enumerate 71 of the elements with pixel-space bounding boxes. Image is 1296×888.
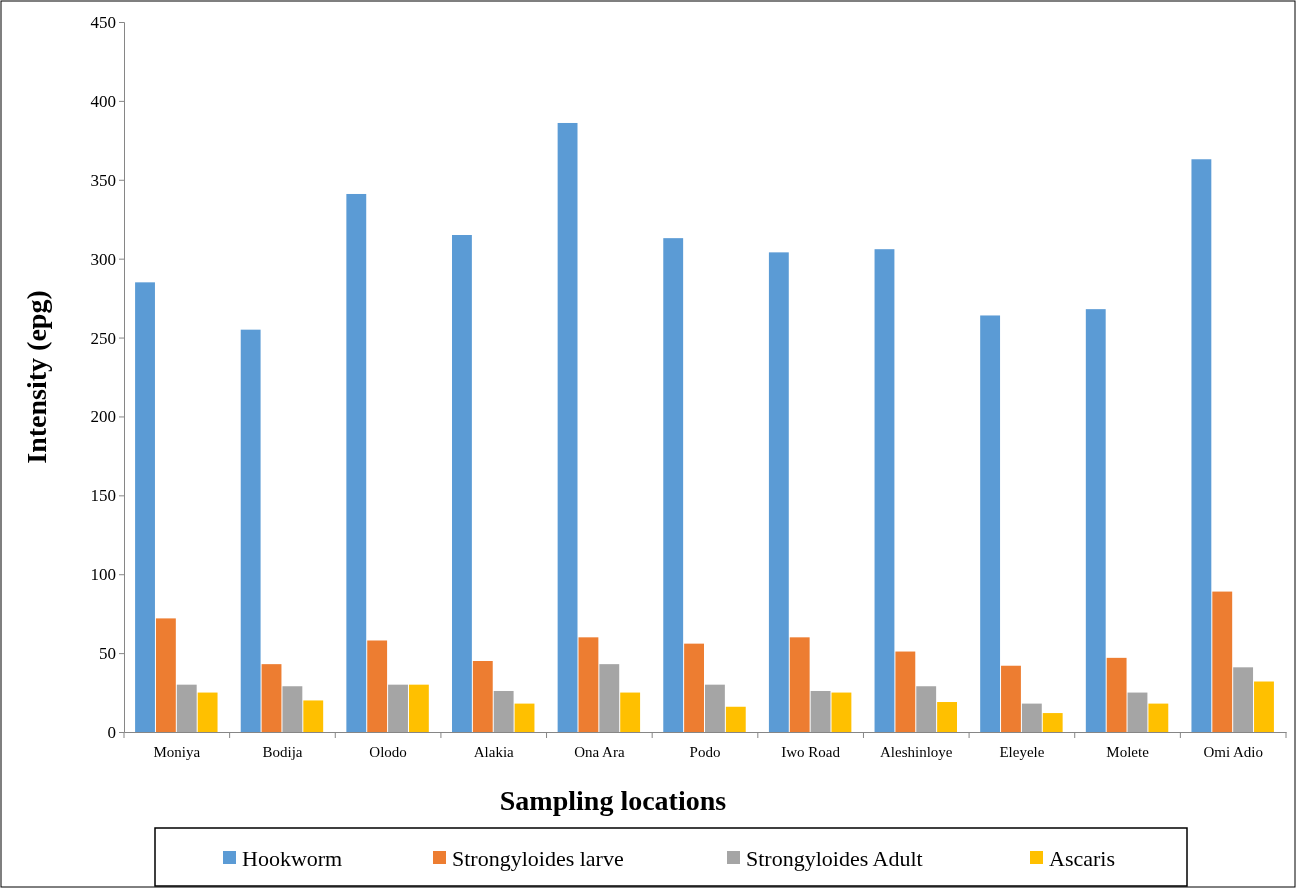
bar [514, 703, 535, 732]
bar [240, 329, 261, 732]
bar [472, 661, 493, 732]
bar [346, 193, 367, 732]
bar [1106, 657, 1127, 732]
y-tick-label: 300 [90, 249, 116, 269]
y-tick-label: 150 [90, 486, 116, 506]
bar [599, 664, 620, 732]
bar [388, 684, 408, 732]
bar [1233, 667, 1254, 732]
x-tick-label: Eleyele [999, 743, 1045, 760]
y-tick-label: 50 [99, 644, 116, 664]
bar [705, 684, 725, 732]
legend-label: Strongyloides larve [452, 846, 624, 871]
bar [663, 238, 684, 732]
bar [1148, 703, 1169, 732]
x-axis-title: Sampling locations [499, 785, 727, 816]
x-tick-label: Omi Adio [1203, 743, 1263, 760]
bar [261, 664, 282, 732]
x-tick-label: Bodija [262, 743, 303, 760]
bar [557, 122, 578, 732]
bar [408, 684, 429, 732]
bar [1001, 665, 1021, 732]
x-tick-label: Molete [1106, 743, 1150, 760]
y-tick-label: 400 [90, 91, 116, 111]
bar [831, 692, 852, 732]
bar [768, 252, 789, 732]
y-tick-label: 450 [90, 12, 116, 32]
bar [620, 692, 641, 732]
legend-label: Hookworm [242, 846, 343, 871]
bar [895, 651, 916, 732]
bar [789, 637, 810, 732]
x-tick-label: Moniya [153, 743, 201, 760]
x-tick-label: Ona Ara [574, 743, 625, 760]
x-tick-label: Olodo [369, 743, 407, 760]
x-tick-label: Iwo Road [781, 743, 841, 760]
bar [578, 637, 599, 732]
y-tick-label: 100 [90, 565, 116, 585]
bar [155, 618, 176, 732]
bar [916, 686, 937, 732]
bar [1085, 309, 1106, 732]
y-tick-label: 250 [90, 328, 116, 348]
legend-label: Ascaris [1049, 846, 1115, 871]
bar [684, 643, 704, 732]
x-tick-label: Aleshinloye [880, 743, 953, 760]
y-tick-label: 350 [90, 170, 116, 190]
y-axis-title: Intensity (epg) [21, 290, 52, 464]
bar [1212, 591, 1233, 732]
bar [1021, 703, 1042, 732]
y-tick-label: 0 [107, 722, 116, 742]
x-tick-label: Alakia [473, 743, 515, 760]
bar [1127, 692, 1148, 732]
bar [197, 692, 218, 732]
bar [367, 640, 388, 732]
bar [1042, 713, 1063, 732]
bar [725, 706, 746, 732]
legend-label: Strongyloides Adult [746, 846, 923, 871]
bar [176, 684, 197, 732]
bar [874, 249, 895, 732]
bar [980, 315, 1001, 732]
bar [282, 686, 303, 732]
bar [937, 702, 957, 732]
bar [303, 700, 324, 732]
bar [135, 282, 155, 732]
x-tick-label: Podo [689, 743, 721, 760]
bar [810, 690, 831, 732]
y-tick-label: 200 [90, 407, 116, 427]
bar [493, 690, 514, 732]
bar [1191, 159, 1212, 732]
bar [1254, 681, 1274, 732]
bar [452, 235, 472, 732]
